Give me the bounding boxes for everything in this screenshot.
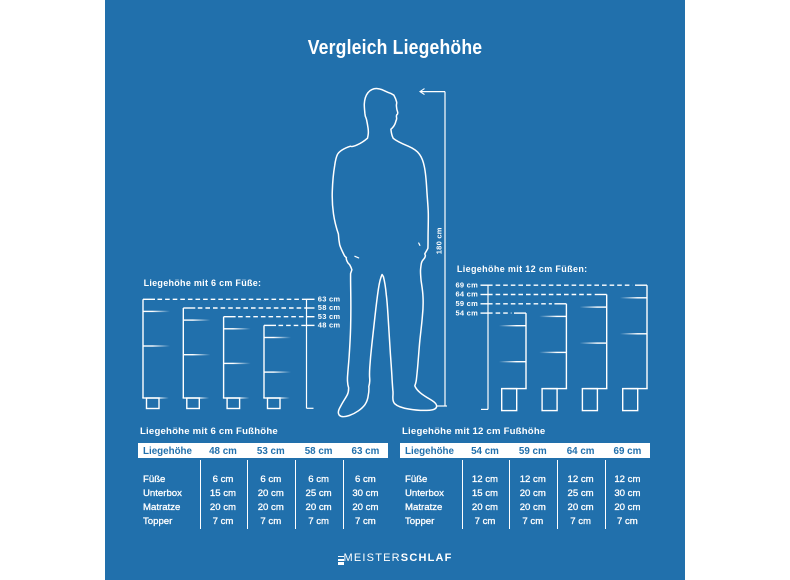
svg-text:69 cm: 69 cm: [455, 280, 478, 289]
svg-text:48 cm: 48 cm: [318, 321, 341, 330]
svg-text:63 cm: 63 cm: [318, 295, 341, 304]
svg-text:59 cm: 59 cm: [455, 299, 478, 308]
svg-text:54 cm: 54 cm: [455, 308, 478, 317]
svg-text:58 cm: 58 cm: [318, 303, 341, 312]
svg-text:180 cm: 180 cm: [435, 227, 444, 254]
svg-text:53 cm: 53 cm: [318, 312, 341, 321]
svg-text:64 cm: 64 cm: [455, 290, 478, 299]
